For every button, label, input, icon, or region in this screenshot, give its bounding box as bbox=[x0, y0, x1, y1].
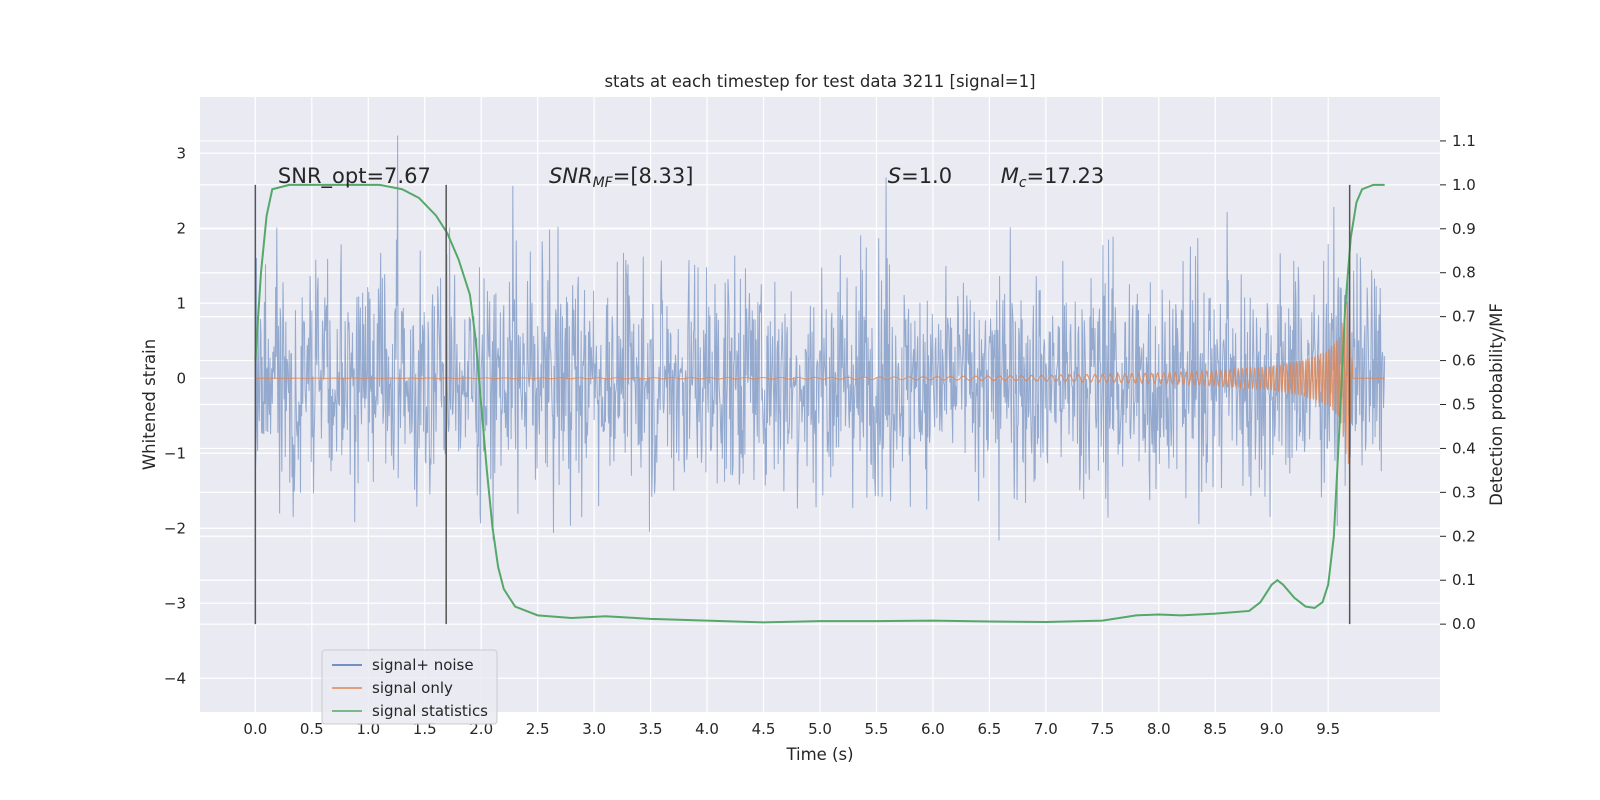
y-tick-label-left: 2 bbox=[176, 219, 186, 237]
annotation-s: S=1.0 bbox=[888, 164, 952, 188]
x-tick-label: 3.5 bbox=[639, 720, 663, 738]
x-tick-label: 9.0 bbox=[1260, 720, 1284, 738]
x-tick-label: 6.0 bbox=[921, 720, 945, 738]
y-tick-label-right: 0.8 bbox=[1452, 264, 1476, 282]
y-tick-label-right: 1.0 bbox=[1452, 176, 1476, 194]
legend-entry-signal-only: signal only bbox=[372, 679, 453, 697]
y-tick-label-right: 0.2 bbox=[1452, 527, 1476, 545]
x-tick-label: 3.0 bbox=[582, 720, 606, 738]
tick-labels: 0.0 0.5 1.0 1.5 2.0 2.5 3.0 3.5 4.0 4.5 5.0 5.5 6.0 6… bbox=[164, 132, 1476, 738]
series-signal-statistics-line bbox=[254, 183, 1385, 624]
y-tick-label-right: 0.7 bbox=[1452, 308, 1476, 326]
y-tick-label-right: 0.1 bbox=[1452, 571, 1476, 589]
signal-series bbox=[255, 301, 1385, 464]
y-tick-label-right: 0.5 bbox=[1452, 396, 1476, 414]
x-tick-label: 5.0 bbox=[808, 720, 832, 738]
legend: signal+ noise signal only signal statist… bbox=[321, 649, 498, 725]
y-tick-label-left: −1 bbox=[164, 444, 186, 462]
grid bbox=[200, 97, 1440, 712]
statistics-series bbox=[254, 183, 1385, 624]
annotation-snr-mf: SNRMF=[8.33] bbox=[549, 164, 694, 191]
y-tick-label-right: 0.3 bbox=[1452, 483, 1476, 501]
x-tick-label: 5.5 bbox=[865, 720, 889, 738]
x-tick-label: 6.5 bbox=[977, 720, 1001, 738]
x-axis-label: Time (s) bbox=[785, 745, 853, 764]
legend-entry-signal-noise: signal+ noise bbox=[372, 656, 474, 674]
y-tick-label-right: 0.6 bbox=[1452, 352, 1476, 370]
x-tick-label: 8.5 bbox=[1203, 720, 1227, 738]
x-tick-label: 9.5 bbox=[1316, 720, 1340, 738]
y-tick-label-left: 1 bbox=[176, 294, 186, 312]
x-tick-label: 2.5 bbox=[526, 720, 550, 738]
series-signal-only-line bbox=[255, 301, 1385, 464]
x-tick-label: 4.0 bbox=[695, 720, 719, 738]
y-tick-label-right: 0.0 bbox=[1452, 615, 1476, 633]
annotation-snr-opt: SNR_opt=7.67 bbox=[278, 164, 431, 189]
legend-box bbox=[321, 649, 498, 725]
noise-series bbox=[254, 135, 1386, 541]
x-tick-label: 0.5 bbox=[300, 720, 324, 738]
y-tick-label-left: 0 bbox=[176, 369, 186, 387]
annotation-mc: Mc=17.23 bbox=[1001, 164, 1105, 191]
y-axis-label-left: Whitened strain bbox=[140, 339, 159, 470]
x-tick-label: 7.0 bbox=[1034, 720, 1058, 738]
y-tick-label-left: −3 bbox=[164, 594, 186, 612]
vertical-markers bbox=[254, 184, 1351, 625]
y-tick-label-left: 3 bbox=[176, 144, 186, 162]
chart-title: stats at each timestep for test data 321… bbox=[604, 72, 1035, 91]
y-axis-label-right: Detection probability/MF bbox=[1487, 303, 1506, 506]
legend-entry-signal-statistics: signal statistics bbox=[372, 702, 488, 720]
x-tick-label: 4.5 bbox=[752, 720, 776, 738]
y-tick-label-right: 1.1 bbox=[1452, 132, 1476, 150]
x-tick-label: 8.0 bbox=[1147, 720, 1171, 738]
series-signal-noise-line bbox=[254, 135, 1386, 541]
y-tick-label-right: 0.4 bbox=[1452, 439, 1476, 457]
x-tick-label: 0.0 bbox=[243, 720, 267, 738]
y-tick-label-left: −2 bbox=[164, 519, 186, 537]
y-tick-label-left: −4 bbox=[164, 669, 186, 687]
y-tick-label-right: 0.9 bbox=[1452, 220, 1476, 238]
x-tick-label: 7.5 bbox=[1090, 720, 1114, 738]
